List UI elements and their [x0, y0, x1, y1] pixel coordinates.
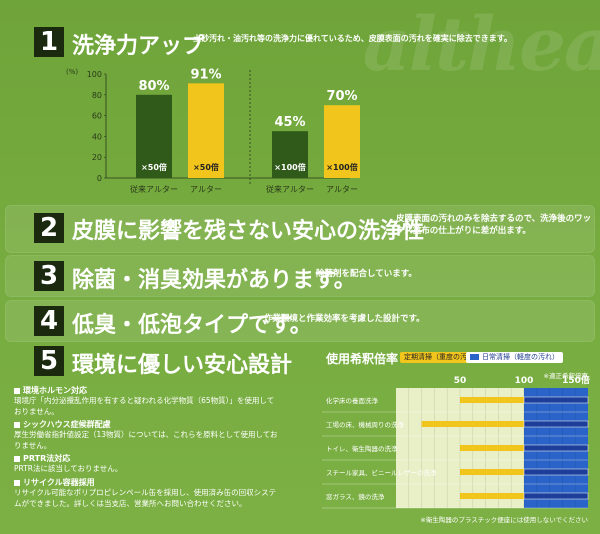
dilution-top-note: ※適正希釈倍率	[543, 372, 588, 380]
dilution-bottom-note: ※衛生陶器のプラスチック便座には使用しないでください	[420, 516, 588, 524]
y-tick-label: 0	[97, 174, 102, 183]
axis-label: 100	[515, 376, 534, 386]
legend-heavy: 定期清掃（重度の汚れ）	[400, 352, 485, 363]
yellow-range-bar	[421, 421, 524, 427]
env-item-3-head: PRTR法対応	[14, 453, 70, 464]
legend-blue-swatch	[470, 354, 479, 360]
section-4-desc: 作業環境と作業効率を考慮した設計です。	[264, 314, 425, 324]
section-4-number: 4	[34, 306, 64, 336]
square-bullet-icon	[14, 421, 20, 428]
bar-value-label: 80%	[138, 79, 169, 94]
althea-watermark: althea	[362, 2, 600, 88]
section-5-number: 5	[34, 346, 64, 376]
section-3-number: 3	[34, 261, 64, 291]
env-item-2-text: 厚生労働省指針値設定（13物質）については、これらを原料として使用しておりません…	[14, 430, 278, 450]
x-category-label: 従来アルター	[266, 184, 314, 194]
blue-range-bar	[523, 396, 589, 404]
section-3-desc: 除菌剤を配合しています。	[316, 269, 417, 279]
env-item-3-text: PRTR法に該当しておりません。	[14, 464, 123, 473]
blue-range-bar	[523, 492, 589, 500]
y-tick-label: 100	[87, 70, 102, 79]
square-bullet-icon	[14, 455, 20, 462]
section-1-title: 洗浄力アップ	[72, 34, 205, 59]
section-3-card	[5, 255, 595, 297]
section-2-title: 皮膜に影響を残さない安心の洗浄性	[72, 219, 425, 244]
env-item-4-head: リサイクル容器採用	[14, 477, 95, 488]
legend-light: 日常清掃（軽度の汚れ）	[466, 352, 563, 363]
blue-range-bar	[523, 420, 589, 428]
y-tick-label: 40	[92, 132, 102, 141]
env-item-1-head: 環境ホルモン対応	[14, 385, 87, 396]
x-category-label: アルター	[326, 185, 358, 194]
row-label: 工場の床、機械周りの洗浄	[326, 420, 405, 429]
square-bullet-icon	[14, 387, 20, 394]
chart-unit-label: (%)	[66, 68, 79, 76]
dilution-table: 50 100 150倍化学床の養面洗浄工場の床、機械周りの洗浄トイレ、衛生陶器の洗浄…	[322, 374, 590, 509]
section-4-card	[5, 300, 595, 342]
bar-inner-label: ×100倍	[326, 162, 357, 172]
env-item-2-head: シックハウス症候群配慮	[14, 419, 111, 430]
bar	[188, 83, 224, 178]
bar-value-label: 70%	[326, 89, 357, 104]
yellow-range-bar	[460, 445, 524, 451]
y-tick-label: 20	[92, 153, 102, 162]
bar-value-label: 91%	[190, 67, 221, 82]
x-category-label: アルター	[190, 185, 222, 194]
section-2-number: 2	[34, 213, 64, 243]
row-label: 化学床の養面洗浄	[326, 396, 379, 405]
bar	[324, 105, 360, 178]
bar-inner-label: ×50倍	[193, 162, 219, 172]
blue-range-bar	[523, 444, 589, 452]
row-label: トイレ、衛生陶器の洗浄	[326, 444, 398, 453]
blue-range-bar	[523, 468, 589, 476]
row-label: 窓ガラス、鏡の洗浄	[326, 492, 385, 501]
bar-inner-label: ×100倍	[274, 162, 305, 172]
section-5-title: 環境に優しい安心設計	[72, 353, 293, 378]
square-bullet-icon	[14, 479, 20, 486]
y-tick-label: 80	[92, 91, 102, 100]
bar-inner-label: ×50倍	[141, 162, 167, 172]
yellow-range-bar	[460, 469, 524, 475]
bar	[272, 131, 308, 178]
dilution-title: 使用希釈倍率	[326, 352, 399, 366]
x-category-label: 従来アルター	[130, 184, 178, 194]
section-3-title: 除菌・消臭効果があります。	[72, 268, 356, 293]
env-item-1-text: 環境庁「内分泌攪乱作用を有すると疑われる化学物質（65物質）」を使用しておりませ…	[14, 396, 275, 416]
section-4-title: 低臭・低泡タイプです。	[72, 313, 312, 338]
env-item-4-text: リサイクル可能なポリプロピレンペール缶を採用し、使用済み缶の回収システムができま…	[14, 488, 277, 508]
axis-label: 150倍	[562, 374, 590, 386]
yellow-range-bar	[460, 493, 524, 499]
section-1-desc: 土砂汚れ・油汚れ等の洗浄力に優れているため、皮膜表面の汚れを確実に除去できます。	[193, 34, 512, 43]
yellow-range-bar	[460, 397, 524, 403]
axis-label: 50	[454, 376, 467, 386]
section-1-number: 1	[34, 27, 64, 57]
y-tick-label: 60	[92, 112, 102, 121]
row-label: スチール家具、ビニールレザーの洗浄	[326, 468, 437, 477]
section-2-desc: 皮膜表面の汚れのみを除去するので、洗浄後のワックス塗布の仕上がりに差が出ます。	[396, 214, 592, 237]
section-2-card	[5, 205, 595, 253]
bar-value-label: 45%	[274, 115, 305, 130]
bar	[136, 94, 172, 178]
